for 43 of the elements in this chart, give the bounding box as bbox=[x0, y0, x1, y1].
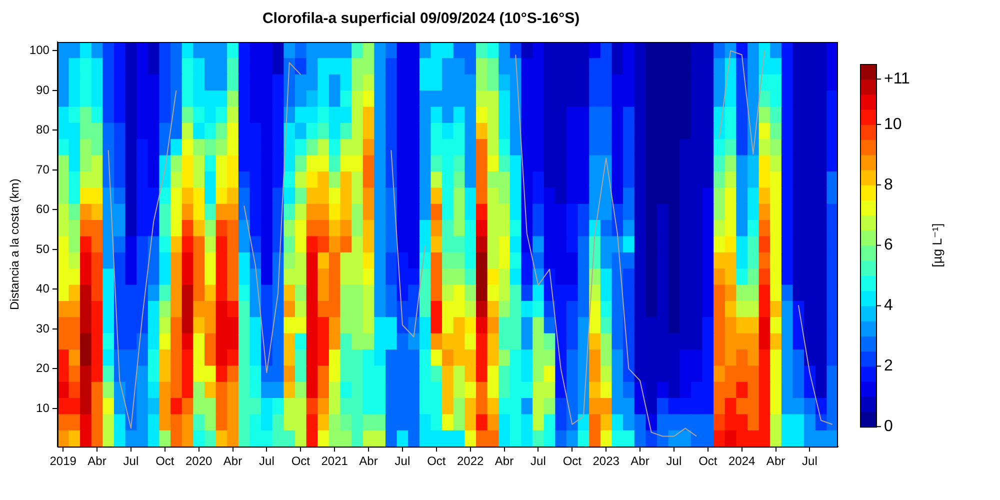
x-tick-label: Abr bbox=[359, 454, 378, 468]
y-tick-label: 60 bbox=[36, 202, 50, 216]
x-tick-label: 2019 bbox=[50, 454, 77, 468]
color-bar-title: [µg L⁻¹] bbox=[930, 223, 945, 268]
x-tick-label: Oct bbox=[562, 454, 582, 468]
x-tick-label: 2024 bbox=[728, 454, 756, 468]
y-tick-label: 50 bbox=[36, 242, 50, 256]
color-bar-label: 2 bbox=[884, 358, 893, 375]
color-bar-label: 10 bbox=[884, 116, 902, 133]
y-tick-label: 40 bbox=[36, 282, 50, 296]
y-tick-label: 80 bbox=[36, 122, 50, 137]
y-tick-label: 30 bbox=[36, 321, 50, 336]
x-tick-label: 2021 bbox=[321, 454, 348, 468]
y-tick-label: 90 bbox=[36, 82, 50, 97]
x-tick-label: Jul bbox=[123, 454, 139, 468]
y-tick-label: 70 bbox=[36, 162, 50, 176]
x-tick-label: Oct bbox=[156, 454, 175, 468]
x-tick-label: Jul bbox=[530, 454, 546, 468]
chart-title: Clorofila-a superficial 09/09/2024 (10°S-16°S) bbox=[262, 10, 580, 28]
x-tick-label: Abr bbox=[88, 454, 106, 468]
x-tick-label: Jul bbox=[802, 454, 818, 468]
y-tick-label: 10 bbox=[36, 400, 50, 415]
y-tick-label: 20 bbox=[36, 361, 50, 376]
x-tick-label: Abr bbox=[223, 454, 242, 468]
y-tick-label: 100 bbox=[29, 43, 50, 58]
color-bar-label: 4 bbox=[884, 297, 893, 314]
x-tick-label: 2022 bbox=[456, 454, 484, 468]
x-tick-label: Jul bbox=[394, 454, 410, 468]
x-tick-label: 2023 bbox=[592, 454, 620, 468]
x-tick-label: Abr bbox=[766, 454, 786, 468]
x-tick-label: Oct bbox=[698, 454, 718, 468]
x-tick-label: Jul bbox=[259, 454, 274, 468]
x-tick-label: Abr bbox=[494, 454, 514, 468]
color-bar-label: 0 bbox=[884, 418, 893, 436]
y-axis-title: Distancia a la costa (km) bbox=[8, 178, 22, 310]
x-tick-label: Oct bbox=[291, 454, 311, 468]
x-tick-label: 2020 bbox=[185, 454, 212, 468]
color-bar-label: +11 bbox=[884, 70, 910, 88]
x-tick-label: Abr bbox=[630, 454, 650, 468]
color-bar-label: 8 bbox=[884, 176, 893, 194]
x-tick-label: Oct bbox=[427, 454, 446, 468]
x-tick-label: Jul bbox=[666, 454, 682, 468]
color-bar-label: 6 bbox=[884, 236, 893, 254]
